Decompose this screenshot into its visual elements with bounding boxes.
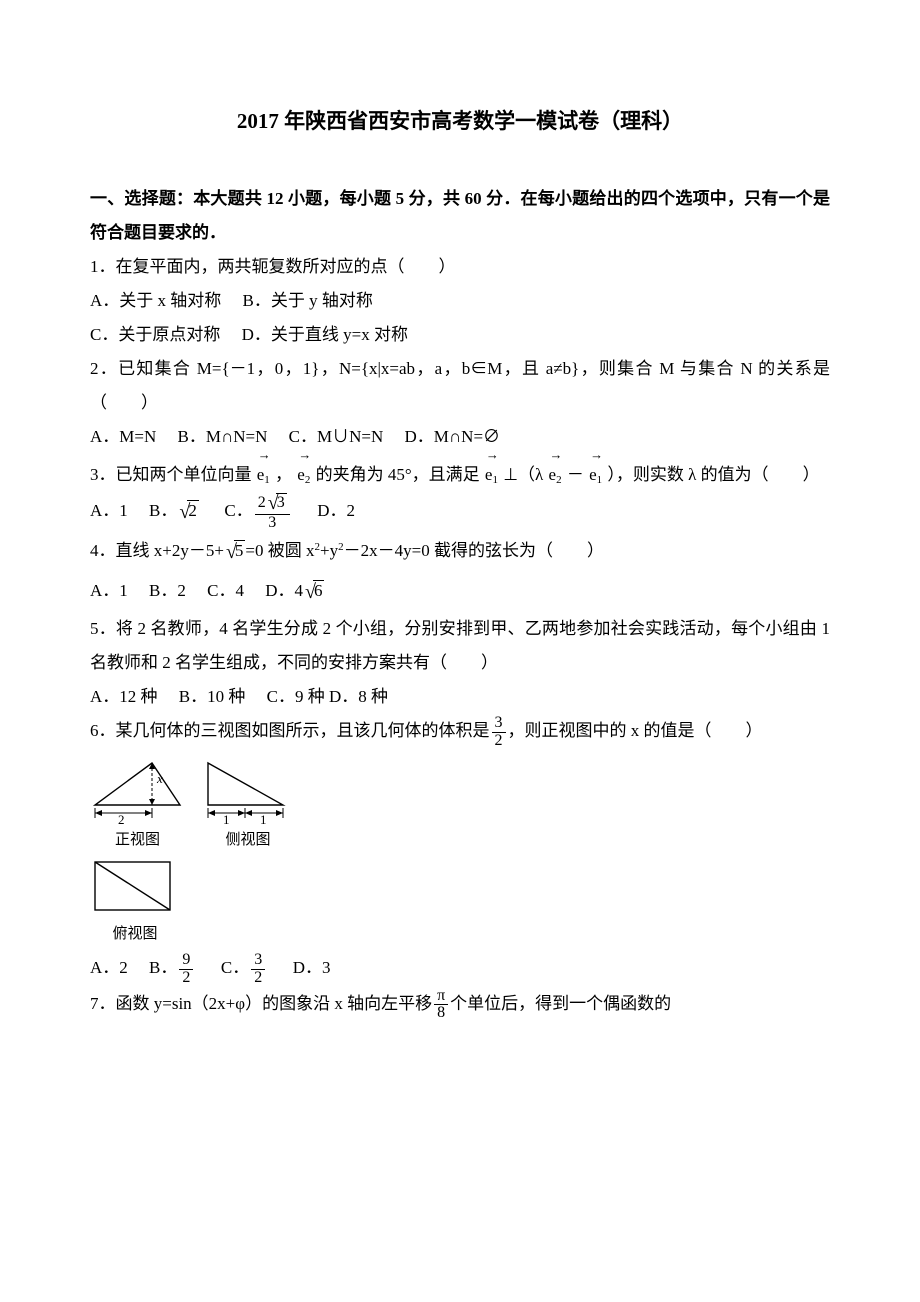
q3-mid3: ⊥（λ xyxy=(503,465,543,484)
q4-mid3: －2x－4y=0 截得的弦长为（ ） xyxy=(344,541,604,560)
side-view-icon: 1 1 xyxy=(203,755,293,825)
q6-optC: C．32 xyxy=(221,958,272,977)
front-view: x 2 正视图 xyxy=(90,755,185,855)
q1-stem: 1．在复平面内，两共轭复数所对应的点（ ） xyxy=(90,250,830,284)
q2-optD: D．M∩N=∅ xyxy=(405,427,501,446)
frac-3-2-icon: 32 xyxy=(492,715,506,750)
q6-pre: 6．某几何体的三视图如图所示，且该几何体的体积是 xyxy=(90,721,490,740)
q7-post: 个单位后，得到一个偶函数的 xyxy=(450,994,671,1013)
vector-e1-icon: →e1 xyxy=(257,454,270,492)
q1-optA: A．关于 x 轴对称 xyxy=(90,291,221,310)
q1-options-row1: A．关于 x 轴对称 B．关于 y 轴对称 xyxy=(90,284,830,318)
q4-optC: C．4 xyxy=(207,581,244,600)
front-view-label: 正视图 xyxy=(90,825,185,855)
q5-optD: D．8 种 xyxy=(329,687,388,706)
q3-mid1: ， xyxy=(275,465,292,484)
q6-optD: D．3 xyxy=(293,958,331,977)
q4-optD: D．4√6 xyxy=(265,581,324,600)
q1-optD: D．关于直线 y=x 对称 xyxy=(242,325,408,344)
q2-stem: 2．已知集合 M={－1，0，1}，N={x|x=ab，a，b∈M，且 a≠b}… xyxy=(90,352,830,420)
q4-optA: A．1 xyxy=(90,581,128,600)
svg-text:1: 1 xyxy=(223,812,230,825)
q6-options: A．2 B．92 C．32 D．3 xyxy=(90,951,830,986)
q1-optB: B．关于 y 轴对称 xyxy=(243,291,373,310)
q1-optC: C．关于原点对称 xyxy=(90,325,220,344)
q3-mid4: － xyxy=(567,465,584,484)
q6-post: ，则正视图中的 x 的值是（ ） xyxy=(508,721,763,740)
side-view: 1 1 侧视图 xyxy=(203,755,293,855)
q4-mid: =0 被圆 x xyxy=(245,541,314,560)
sqrt5-icon: √5 xyxy=(224,532,245,572)
svg-text:1: 1 xyxy=(260,812,267,825)
q5-stem: 5．将 2 名教师，4 名学生分成 2 个小组，分别安排到甲、乙两地参加社会实践… xyxy=(90,612,830,680)
q3-optD: D．2 xyxy=(317,501,355,520)
q5-optC: C．9 种 xyxy=(267,687,325,706)
front-view-icon: x 2 xyxy=(90,755,185,825)
frac-pi-8-icon: π8 xyxy=(434,988,448,1023)
three-views-diagram: x 2 正视图 xyxy=(90,755,830,949)
q3-optB: B．√2 xyxy=(149,501,203,520)
q2-optA: A．M=N xyxy=(90,427,156,446)
q7-stem: 7．函数 y=sin（2x+φ）的图象沿 x 轴向左平移π8个单位后，得到一个偶… xyxy=(90,987,830,1022)
q3-optA: A．1 xyxy=(90,501,128,520)
side-view-label: 侧视图 xyxy=(203,825,293,855)
exam-title: 2017 年陕西省西安市高考数学一模试卷（理科） xyxy=(90,100,830,142)
q3-optC: C．2√33 xyxy=(224,501,296,520)
q2-optB: B．M∩N=N xyxy=(178,427,268,446)
q3-stem-pre: 3．已知两个单位向量 xyxy=(90,465,252,484)
svg-text:x: x xyxy=(156,771,163,786)
q4-options: A．1 B．2 C．4 D．4√6 xyxy=(90,572,830,612)
q2-optC: C．M∪N=N xyxy=(289,427,384,446)
q6-stem: 6．某几何体的三视图如图所示，且该几何体的体积是32，则正视图中的 x 的值是（… xyxy=(90,714,830,749)
q3-mid2: 的夹角为 45°，且满足 xyxy=(316,465,480,484)
top-view: 俯视图 xyxy=(90,857,180,949)
section-heading: 一、选择题：本大题共 12 小题，每小题 5 分，共 60 分．在每小题给出的四… xyxy=(90,182,830,250)
vector-e2-icon: →e2 xyxy=(297,454,310,492)
q5-optA: A．12 种 xyxy=(90,687,158,706)
q3-options: A．1 B．√2 C．2√33 D．2 xyxy=(90,492,830,532)
q3-stem: 3．已知两个单位向量 →e1 ， →e2 的夹角为 45°，且满足 →e1 ⊥（… xyxy=(90,454,830,492)
vector-e1c-icon: →e1 xyxy=(589,454,602,492)
q3-mid5: ），则实数 λ 的值为（ ） xyxy=(607,465,819,484)
vector-e2b-icon: →e2 xyxy=(549,454,562,492)
q2-options: A．M=N B．M∩N=N C．M∪N=N D．M∩N=∅ xyxy=(90,420,830,454)
q6-optA: A．2 xyxy=(90,958,128,977)
q6-optB: B．92 xyxy=(149,958,200,977)
svg-text:2: 2 xyxy=(118,812,125,825)
vector-e1b-icon: →e1 xyxy=(485,454,498,492)
q4-optB: B．2 xyxy=(149,581,186,600)
top-view-icon xyxy=(90,857,180,919)
q4-mid2: +y xyxy=(320,541,338,560)
q4-stem: 4．直线 x+2y－5+√5=0 被圆 x2+y2－2x－4y=0 截得的弦长为… xyxy=(90,532,830,572)
top-view-label: 俯视图 xyxy=(90,919,180,949)
q4-pre: 4．直线 x+2y－5+ xyxy=(90,541,224,560)
q5-optB: B．10 种 xyxy=(179,687,246,706)
q5-options: A．12 种 B．10 种 C．9 种 D．8 种 xyxy=(90,680,830,714)
q1-options-row2: C．关于原点对称 D．关于直线 y=x 对称 xyxy=(90,318,830,352)
q7-pre: 7．函数 y=sin（2x+φ）的图象沿 x 轴向左平移 xyxy=(90,994,432,1013)
